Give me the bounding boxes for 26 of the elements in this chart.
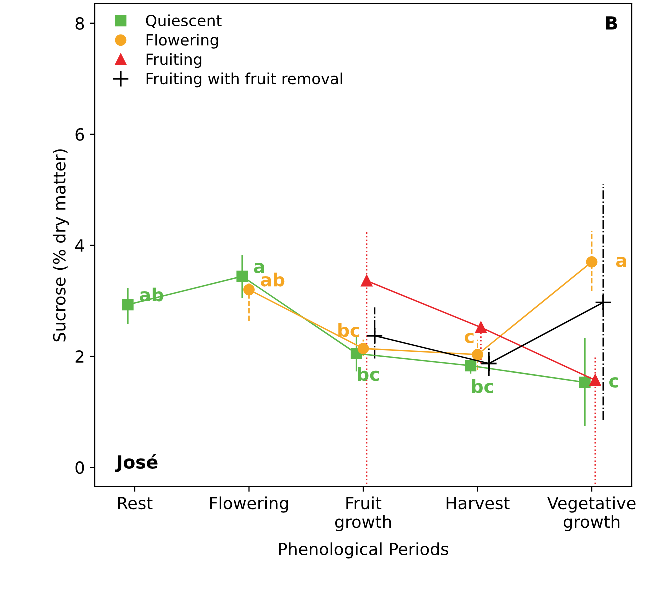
annotation: a — [616, 257, 626, 268]
y-tick-label: 4 — [75, 240, 84, 252]
annotation: ab — [261, 272, 285, 287]
annotation: B — [606, 16, 618, 30]
annotation: bc — [338, 323, 360, 338]
x-tick-label: Rest — [118, 497, 153, 510]
x-tick-label: Vegetative growth — [548, 496, 636, 532]
annotation: c — [610, 378, 618, 388]
legend-label: Flowering — [146, 34, 218, 49]
y-tick-label: 0 — [76, 462, 84, 474]
annotation: bc — [472, 379, 494, 394]
legend-label: Quiescent — [146, 14, 222, 28]
annotation: a — [254, 263, 264, 274]
annotation: bc — [358, 367, 380, 382]
annotation: José — [115, 454, 158, 472]
legend-label: Fruiting with fruit removal — [146, 72, 342, 88]
y-tick-label: 2 — [76, 350, 84, 363]
legend-label: Fruiting — [146, 53, 202, 68]
x-axis-title: Phenological Periods — [279, 542, 448, 559]
x-tick-label: Flowering — [210, 496, 288, 513]
x-tick-label: Fruit growth — [335, 496, 392, 532]
x-tick-label: Harvest — [446, 497, 510, 510]
annotation: c — [465, 333, 474, 344]
y-tick-label: 6 — [76, 128, 84, 142]
y-tick-label: 8 — [76, 17, 84, 30]
y-axis-title: Sucrose (% dry matter) — [52, 150, 70, 342]
